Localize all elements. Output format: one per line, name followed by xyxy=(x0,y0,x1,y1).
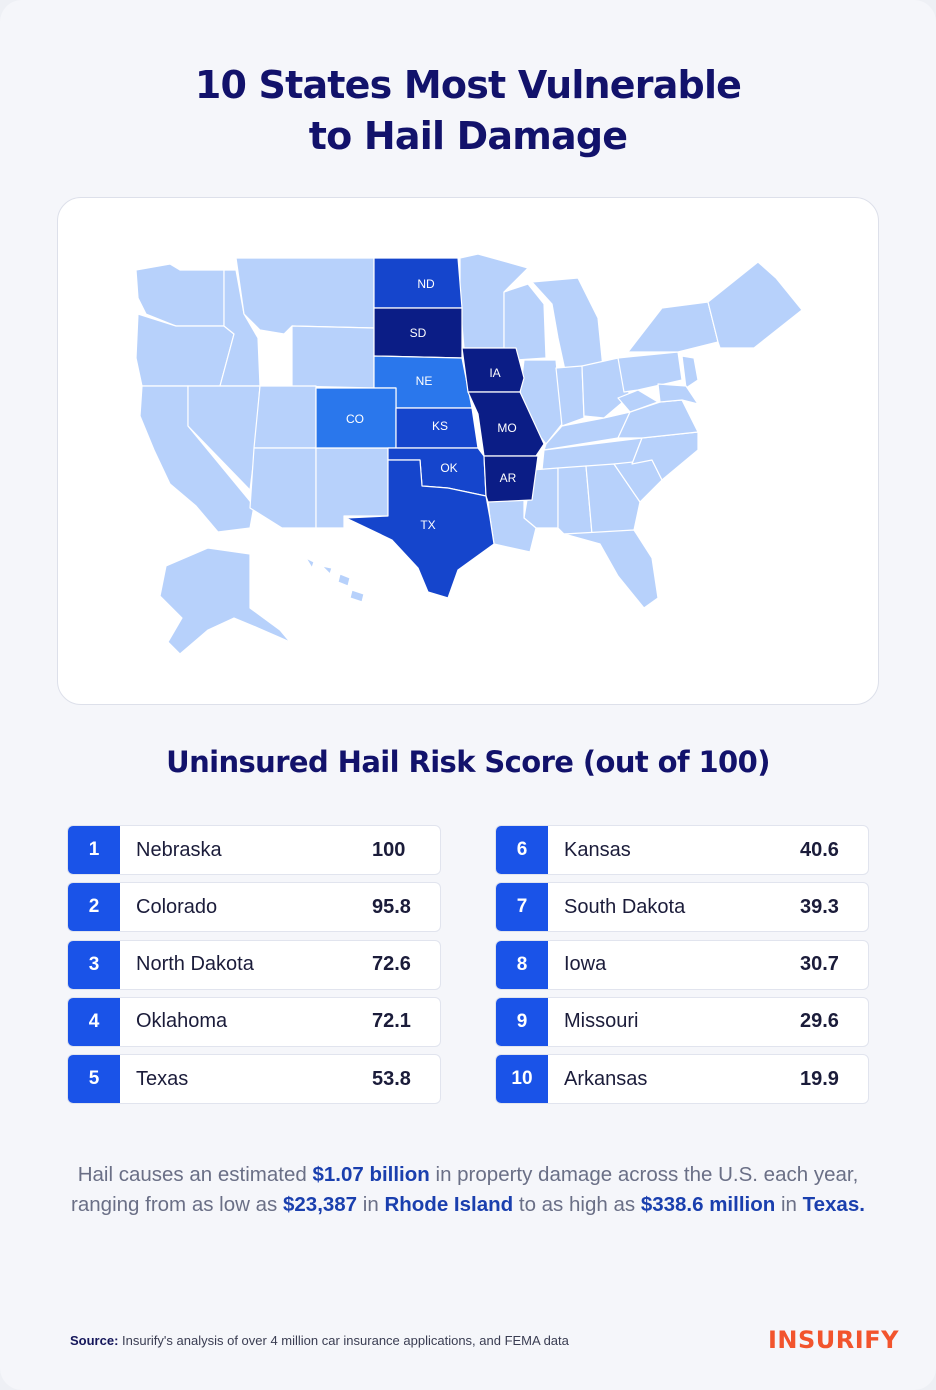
rank-list-right: 6 Kansas 40.6 7 South Dakota 39.3 8 Iowa… xyxy=(495,825,869,1111)
map-label-ar: AR xyxy=(500,471,517,485)
source-label: Source: xyxy=(70,1333,119,1348)
rank-row: 2 Colorado 95.8 xyxy=(67,882,441,933)
rank-state: Arkansas xyxy=(564,1067,648,1090)
state-ga xyxy=(585,463,641,535)
summary-highlight-high-amount: $338.6 million xyxy=(640,1192,776,1216)
map-label-tx: TX xyxy=(420,518,435,532)
rank-state: Nebraska xyxy=(136,838,222,861)
rank-state: Missouri xyxy=(564,1010,639,1033)
rank-row: 4 Oklahoma 72.1 xyxy=(67,996,441,1047)
rank-score: 40.6 xyxy=(800,838,839,861)
map-label-co: CO xyxy=(346,412,364,426)
rank-list-left: 1 Nebraska 100 2 Colorado 95.8 3 North D… xyxy=(67,825,441,1111)
map-label-nd: ND xyxy=(417,277,435,291)
state-fl xyxy=(563,529,659,609)
title-line-2: to Hail Damage xyxy=(308,114,628,158)
summary-highlight-total: $1.07 billion xyxy=(312,1163,430,1186)
map-label-mo: MO xyxy=(497,421,516,435)
rank-state: Iowa xyxy=(564,953,607,976)
state-ia xyxy=(461,347,525,393)
state-ar xyxy=(483,455,539,503)
rank-score: 72.6 xyxy=(372,953,411,976)
rank-score: 29.6 xyxy=(800,1010,839,1033)
rank-row: 6 Kansas 40.6 xyxy=(495,825,869,875)
state-ny xyxy=(627,301,719,353)
rank-number: 3 xyxy=(68,940,120,989)
state-alaska xyxy=(159,547,291,655)
rank-score: 39.3 xyxy=(800,895,839,918)
source-note: Source: Insurify's analysis of over 4 mi… xyxy=(70,1333,569,1348)
rank-number: 5 xyxy=(68,1055,120,1104)
rank-state: Kansas xyxy=(564,838,631,861)
rank-state: North Dakota xyxy=(136,953,254,976)
summary-part: in xyxy=(357,1192,385,1216)
us-map: ND SD NE IA CO KS MO OK AR TX xyxy=(135,253,803,655)
rank-row: 3 North Dakota 72.6 xyxy=(67,939,441,990)
state-oh xyxy=(581,357,631,419)
rank-number: 2 xyxy=(68,883,120,932)
page-title: 10 States Most Vulnerable to Hail Damage xyxy=(0,60,936,162)
rank-number: 10 xyxy=(496,1055,548,1104)
rank-number: 9 xyxy=(496,997,548,1046)
rank-number: 8 xyxy=(496,940,548,989)
state-wa xyxy=(135,263,225,327)
section-subtitle: Uninsured Hail Risk Score (out of 100) xyxy=(166,745,770,779)
summary-part: to as high as xyxy=(513,1192,641,1216)
rank-state: Texas xyxy=(136,1067,189,1090)
title-line-1: 10 States Most Vulnerable xyxy=(194,63,742,107)
rank-row: 7 South Dakota 39.3 xyxy=(495,882,869,933)
state-new-england xyxy=(707,261,803,349)
rank-score: 19.9 xyxy=(800,1067,839,1090)
rank-number: 1 xyxy=(68,826,120,874)
map-label-ok: OK xyxy=(440,461,457,475)
state-nj xyxy=(681,355,699,389)
summary-part: Hail causes an estimated xyxy=(77,1163,313,1186)
state-tx xyxy=(345,459,495,599)
state-md-de xyxy=(657,383,699,405)
summary-part: in property damage across the U.S. each … xyxy=(71,1163,859,1216)
rank-score: 72.1 xyxy=(372,1010,411,1033)
map-label-sd: SD xyxy=(410,326,427,340)
state-ut xyxy=(253,385,317,449)
summary-highlight-low-amount: $23,387 xyxy=(282,1192,358,1216)
rank-number: 4 xyxy=(68,997,120,1046)
rank-row: 8 Iowa 30.7 xyxy=(495,939,869,990)
map-label-ia: IA xyxy=(489,366,500,380)
rank-state: Oklahoma xyxy=(136,1010,228,1033)
state-hawaii xyxy=(305,557,365,603)
rank-row: 9 Missouri 29.6 xyxy=(495,996,869,1047)
rank-row: 1 Nebraska 100 xyxy=(67,825,441,875)
state-mt xyxy=(235,257,375,335)
rank-score: 100 xyxy=(372,838,406,861)
rank-state: Colorado xyxy=(136,895,218,918)
rank-number: 6 xyxy=(496,826,548,874)
summary-highlight-high-state: Texas. xyxy=(802,1192,865,1216)
summary-part: in xyxy=(775,1192,803,1216)
rank-row: 10 Arkansas 19.9 xyxy=(495,1054,869,1105)
us-map-card: ND SD NE IA CO KS MO OK AR TX xyxy=(57,197,879,705)
summary-highlight-low-state: Rhode Island xyxy=(384,1192,514,1216)
rank-score: 95.8 xyxy=(372,895,411,918)
summary-text: Hail causes an estimated $1.07 billion i… xyxy=(60,1160,876,1219)
state-wy xyxy=(291,325,375,389)
map-label-ne: NE xyxy=(416,374,433,388)
rank-score: 53.8 xyxy=(372,1067,411,1090)
rank-score: 30.7 xyxy=(800,953,839,976)
source-text: Insurify's analysis of over 4 million ca… xyxy=(118,1333,569,1348)
rank-state: South Dakota xyxy=(564,895,686,918)
state-in xyxy=(555,365,585,427)
insurify-logo: INSURIFY xyxy=(768,1326,899,1354)
state-az xyxy=(249,447,317,529)
rank-row: 5 Texas 53.8 xyxy=(67,1054,441,1105)
map-label-ks: KS xyxy=(432,419,448,433)
rank-number: 7 xyxy=(496,883,548,932)
state-wv xyxy=(617,389,659,413)
